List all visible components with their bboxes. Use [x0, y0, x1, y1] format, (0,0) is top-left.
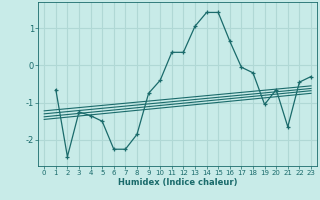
- X-axis label: Humidex (Indice chaleur): Humidex (Indice chaleur): [118, 178, 237, 187]
